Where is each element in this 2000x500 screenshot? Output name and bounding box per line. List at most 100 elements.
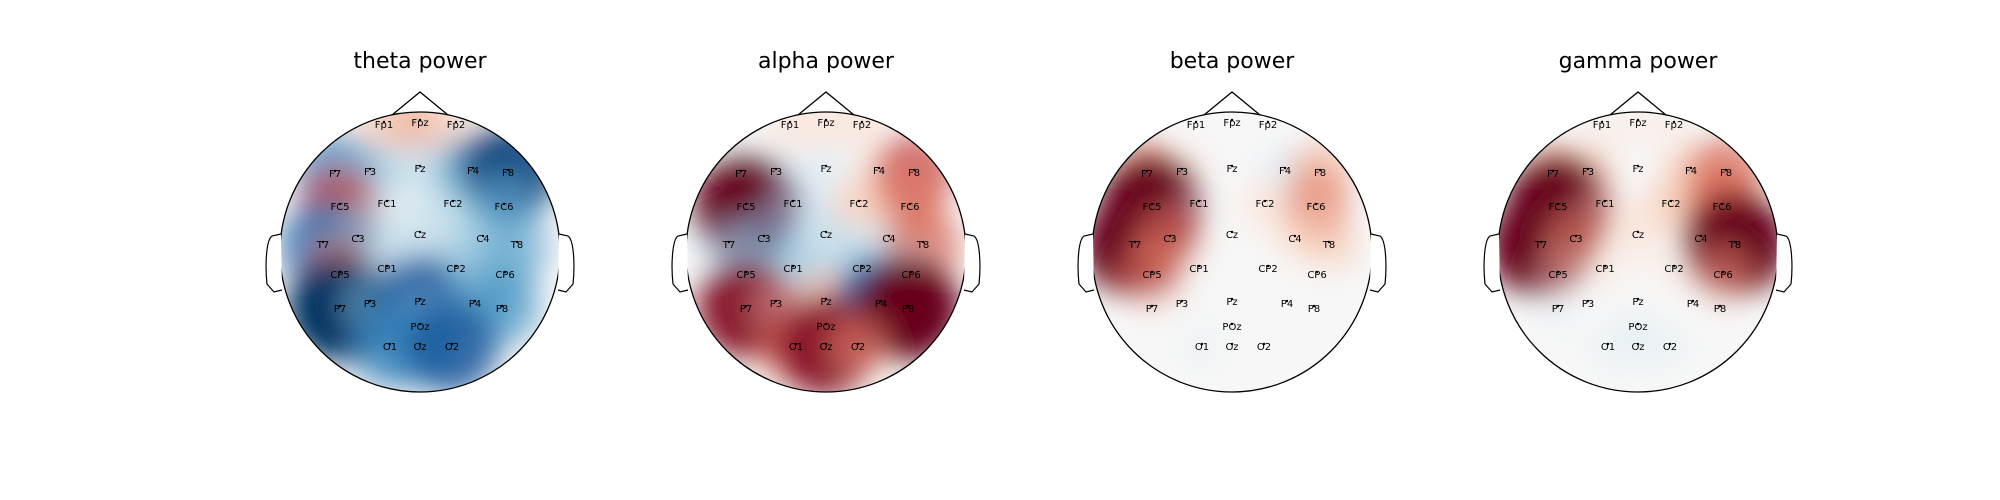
electrode-label-CP1: CP1 xyxy=(1595,264,1614,275)
sensor-marker-Cz xyxy=(418,230,422,234)
sensor-marker-CP1 xyxy=(791,264,795,268)
sensor-marker-C4 xyxy=(481,234,485,238)
sensor-marker-Fp1 xyxy=(1600,120,1604,124)
electrode-label-Fpz: Fpz xyxy=(1629,118,1646,129)
heat-field xyxy=(1498,112,1778,392)
heat-field xyxy=(280,112,560,392)
electrode-label-T7: T7 xyxy=(316,240,329,251)
sensor-marker-Fp1 xyxy=(382,120,386,124)
electrode-label-F4: F4 xyxy=(1685,166,1697,177)
electrode-label-FC5: FC5 xyxy=(736,202,755,213)
electrode-label-CP6: CP6 xyxy=(495,270,514,281)
sensor-marker-CP5 xyxy=(1556,270,1560,274)
electrode-label-CP1: CP1 xyxy=(783,264,802,275)
sensor-marker-T7 xyxy=(1539,240,1543,244)
sensor-marker-T7 xyxy=(1133,240,1137,244)
electrode-label-F8: F8 xyxy=(1720,168,1732,179)
sensor-marker-C3 xyxy=(1574,234,1578,238)
sensor-marker-P3 xyxy=(1180,299,1184,303)
electrode-label-CP2: CP2 xyxy=(1258,264,1277,275)
panel-title: theta power xyxy=(353,49,487,74)
right-ear-outline xyxy=(963,233,981,293)
electrode-label-Fz: Fz xyxy=(1632,164,1643,175)
electrode-label-Pz: Pz xyxy=(1226,297,1237,308)
electrode-label-P7: P7 xyxy=(334,304,346,315)
electrode-label-Fz: Fz xyxy=(820,164,831,175)
sensor-marker-F4 xyxy=(1689,166,1693,170)
electrode-label-CP2: CP2 xyxy=(446,264,465,275)
electrode-label-Fp1: Fp1 xyxy=(781,120,799,131)
sensor-marker-CP1 xyxy=(1603,264,1607,268)
sensor-marker-T8 xyxy=(921,240,925,244)
heat-blob-Fpz xyxy=(801,112,851,148)
sensor-marker-P3 xyxy=(1586,299,1590,303)
heat-field xyxy=(686,112,966,392)
sensor-marker-F8 xyxy=(912,168,916,172)
electrode-label-FC2: FC2 xyxy=(1255,199,1274,210)
electrode-label-P4: P4 xyxy=(1687,299,1699,310)
electrode-label-T7: T7 xyxy=(1534,240,1547,251)
heat-blob-O2 xyxy=(406,301,498,392)
sensor-marker-O1 xyxy=(794,342,798,346)
sensor-marker-Fz xyxy=(824,164,828,168)
sensor-marker-CP2 xyxy=(860,264,864,268)
sensor-marker-POz xyxy=(418,322,422,326)
electrode-label-P8: P8 xyxy=(902,304,914,315)
sensor-marker-Fpz xyxy=(1230,118,1234,122)
electrode-label-P7: P7 xyxy=(1552,304,1564,315)
electrode-label-Cz: Cz xyxy=(820,230,832,241)
electrode-label-P3: P3 xyxy=(1582,299,1594,310)
sensor-marker-F3 xyxy=(774,167,778,171)
electrode-label-C3: C3 xyxy=(351,234,364,245)
electrode-label-T8: T8 xyxy=(916,240,929,251)
electrode-label-FC2: FC2 xyxy=(849,199,868,210)
sensor-marker-Oz xyxy=(1636,342,1640,346)
electrode-label-C3: C3 xyxy=(1569,234,1582,245)
sensor-marker-POz xyxy=(1230,322,1234,326)
electrode-label-F3: F3 xyxy=(364,167,376,178)
sensor-marker-Fp2 xyxy=(454,120,458,124)
electrode-label-CP5: CP5 xyxy=(736,270,755,281)
electrode-label-CP6: CP6 xyxy=(901,270,920,281)
sensor-marker-T8 xyxy=(1733,240,1737,244)
electrode-label-CP2: CP2 xyxy=(852,264,871,275)
electrode-label-FC5: FC5 xyxy=(1548,202,1567,213)
sensor-marker-P3 xyxy=(774,299,778,303)
sensor-marker-FC5 xyxy=(1150,202,1154,206)
electrode-label-F7: F7 xyxy=(329,169,341,180)
sensor-marker-C4 xyxy=(887,234,891,238)
sensor-marker-F3 xyxy=(368,167,372,171)
right-ear-outline xyxy=(1369,233,1387,293)
sensor-marker-FC5 xyxy=(1556,202,1560,206)
electrode-label-FC6: FC6 xyxy=(1306,202,1325,213)
sensor-marker-CP1 xyxy=(1197,264,1201,268)
electrode-label-FC1: FC1 xyxy=(783,199,802,210)
electrode-label-Oz: Oz xyxy=(1631,342,1644,353)
electrode-label-O2: O2 xyxy=(851,342,865,353)
electrode-label-C4: C4 xyxy=(476,234,489,245)
heat-blob-Oz xyxy=(1210,325,1254,369)
sensor-marker-F4 xyxy=(1283,166,1287,170)
sensor-marker-Fz xyxy=(1230,164,1234,168)
sensor-marker-Cz xyxy=(1230,230,1234,234)
electrode-label-CP5: CP5 xyxy=(1548,270,1567,281)
sensor-marker-CP5 xyxy=(744,270,748,274)
sensor-marker-F4 xyxy=(877,166,881,170)
sensor-marker-F3 xyxy=(1586,167,1590,171)
electrode-label-T8: T8 xyxy=(1728,240,1741,251)
electrode-label-F7: F7 xyxy=(1141,169,1153,180)
electrode-label-F8: F8 xyxy=(502,168,514,179)
sensor-marker-P4 xyxy=(473,299,477,303)
sensor-marker-Fz xyxy=(418,164,422,168)
sensor-marker-FC6 xyxy=(1720,202,1724,206)
topomap-alpha-power: alpha power Fp1 Fpz Fp2 F7 F3 Fz F4 F8 FC5 FC1 FC2 F… xyxy=(671,49,981,393)
heat-blob-Cz xyxy=(1613,210,1663,260)
electrode-label-Pz: Pz xyxy=(1632,297,1643,308)
sensor-marker-FC1 xyxy=(1603,199,1607,203)
electrode-label-O1: O1 xyxy=(789,342,803,353)
electrode-label-T8: T8 xyxy=(1322,240,1335,251)
heat-blob-CP2 xyxy=(1246,247,1290,291)
electrode-label-O1: O1 xyxy=(383,342,397,353)
electrode-label-Fp2: Fp2 xyxy=(447,120,465,131)
